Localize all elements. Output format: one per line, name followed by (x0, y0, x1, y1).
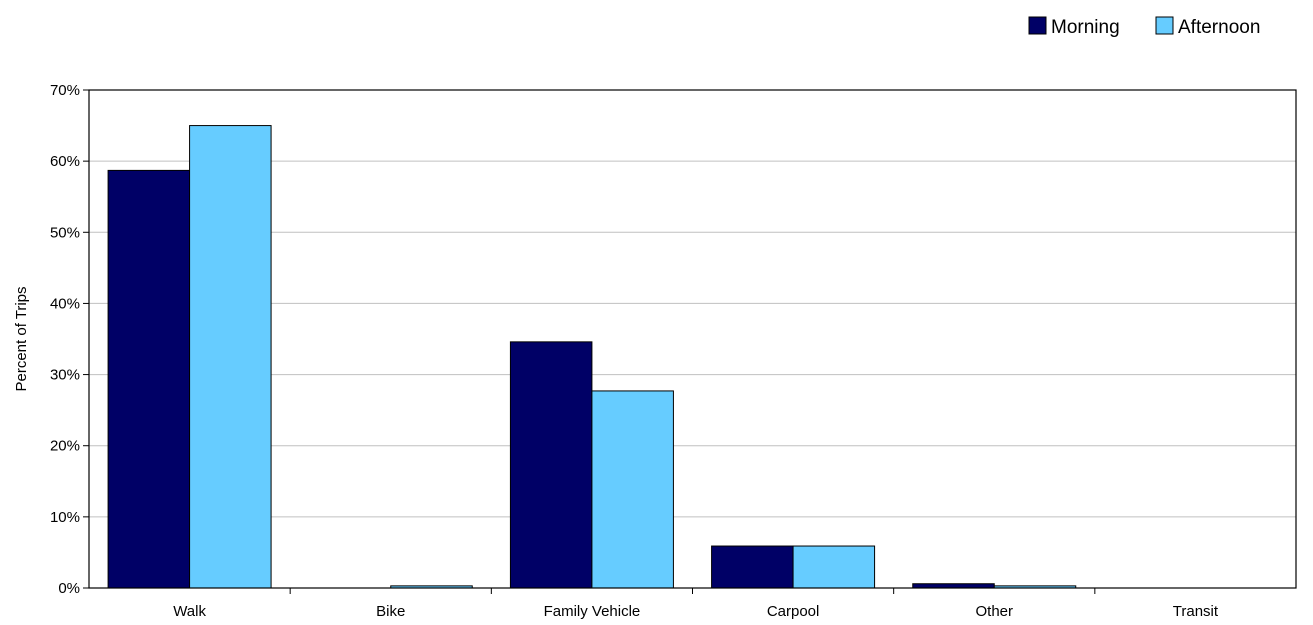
bar-afternoon-family-vehicle (591, 390, 674, 589)
bar-morning-walk (107, 169, 191, 589)
legend-swatch-morning (1028, 16, 1047, 35)
x-tick-label: Walk (173, 603, 206, 620)
x-axis: Walk Bike Family Vehicle Carpool Other Transi… (173, 588, 1219, 620)
y-tick-label: 10% (50, 509, 80, 526)
bars (107, 125, 1077, 589)
x-tick-label: Transit (1173, 603, 1219, 620)
y-tick-label: 0% (58, 580, 80, 597)
legend-label-morning: Morning (1051, 17, 1120, 38)
x-tick-label: Bike (376, 603, 405, 620)
y-tick-label: 40% (50, 295, 80, 312)
bar-afternoon-carpool (792, 545, 876, 589)
y-tick-label: 70% (50, 82, 80, 99)
x-tick-label: Carpool (767, 603, 820, 620)
legend: Morning Afternoon (1028, 16, 1260, 38)
y-tick-label: 60% (50, 153, 80, 170)
legend-label-afternoon: Afternoon (1178, 17, 1260, 38)
x-tick-label: Other (975, 603, 1013, 620)
legend-swatch-afternoon (1155, 16, 1174, 35)
y-tick-label: 50% (50, 224, 80, 241)
y-axis: 0% 10% 20% 30% 40% 50% 60% 70% (50, 82, 89, 597)
gridlines (89, 160, 1296, 518)
bar-afternoon-walk (189, 125, 272, 589)
y-axis-title: Percent of Trips (13, 286, 30, 391)
x-tick-label: Family Vehicle (544, 603, 641, 620)
bar-morning-carpool (711, 545, 794, 589)
bar-morning-other (912, 583, 995, 589)
y-tick-label: 30% (50, 367, 80, 384)
y-tick-label: 20% (50, 438, 80, 455)
bar-morning-family-vehicle (509, 341, 593, 589)
